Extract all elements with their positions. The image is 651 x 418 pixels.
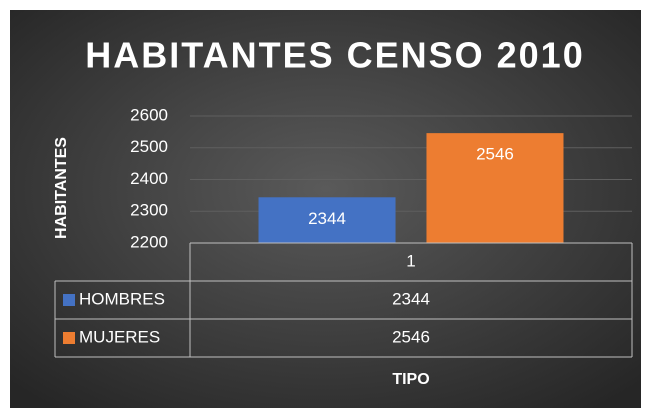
legend-label: MUJERES <box>79 327 160 346</box>
chart-title: HABITANTES CENSO 2010 <box>85 35 584 76</box>
data-label: 2546 <box>476 145 514 164</box>
data-label: 2344 <box>308 209 346 228</box>
bar <box>426 133 564 243</box>
x-axis-label: TIPO <box>392 371 429 388</box>
y-tick-label: 2400 <box>130 169 168 188</box>
y-tick-label: 2600 <box>130 105 168 124</box>
legend-swatch <box>63 332 75 344</box>
bar <box>258 197 396 243</box>
table-cell: 2344 <box>392 289 430 308</box>
legend-swatch <box>63 294 75 306</box>
table-cell: 2546 <box>392 327 430 346</box>
y-axis-label: HABITANTES <box>53 137 70 239</box>
y-tick-label: 2300 <box>130 201 168 220</box>
y-tick-label: 2200 <box>130 232 168 251</box>
table-header: 1 <box>406 251 415 270</box>
legend-label: HOMBRES <box>79 289 165 308</box>
y-tick-label: 2500 <box>130 137 168 156</box>
